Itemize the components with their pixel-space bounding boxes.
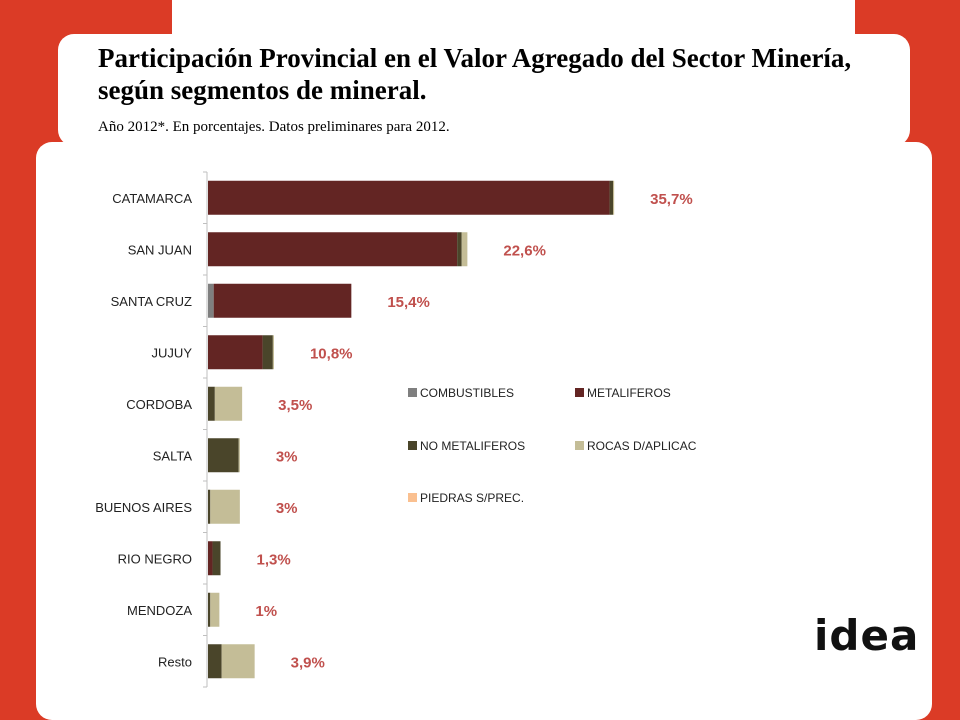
data-label: 3% <box>276 448 298 465</box>
bar-segment <box>208 180 610 215</box>
bar-segment <box>210 489 240 524</box>
category-label: Resto <box>158 654 192 669</box>
data-label: 3,9% <box>291 654 325 671</box>
legend-label: NO METALIFEROS <box>420 439 525 453</box>
legend-label: PIEDRAS S/PREC. <box>420 491 524 505</box>
category-label: CORDOBA <box>126 397 192 412</box>
header-card <box>58 34 910 146</box>
legend-swatch <box>575 441 584 450</box>
category-label: JUJUY <box>152 345 193 360</box>
content-card <box>36 142 932 720</box>
category-label: RIO NEGRO <box>118 551 192 566</box>
bar-segment <box>208 489 211 524</box>
legend-label: COMBUSTIBLES <box>420 386 514 400</box>
bar-segment <box>208 438 239 473</box>
bar-segment <box>613 180 615 215</box>
bar-segment <box>461 232 468 267</box>
legend-label: METALIFEROS <box>587 386 671 400</box>
bar-segment <box>212 541 221 576</box>
legend-swatch <box>408 388 417 397</box>
data-label: 1,3% <box>257 551 291 568</box>
bar-segment <box>238 438 240 473</box>
category-label: BUENOS AIRES <box>95 500 192 515</box>
bar-segment <box>208 335 263 370</box>
legend-label: ROCAS D/APLICAC <box>587 439 697 453</box>
data-label: 1% <box>255 603 277 620</box>
idea-logo: idea <box>814 611 920 660</box>
bar-segment <box>272 335 274 370</box>
bar-segment <box>262 335 273 370</box>
bar-segment <box>208 644 222 679</box>
data-label: 35,7% <box>650 191 693 208</box>
bar-segment <box>210 592 220 627</box>
legend-swatch <box>575 388 584 397</box>
bar-segment <box>208 283 214 318</box>
category-label: SAN JUAN <box>128 242 192 257</box>
bar-segment <box>609 180 613 215</box>
slide-title: Participación Provincial en el Valor Agr… <box>98 43 852 105</box>
data-label: 15,4% <box>387 294 430 311</box>
category-label: MENDOZA <box>127 603 192 618</box>
bar-segment <box>208 386 215 421</box>
legend-swatch <box>408 493 417 502</box>
bar-segment <box>208 541 213 576</box>
bar-segment <box>213 283 352 318</box>
category-label: CATAMARCA <box>112 191 192 206</box>
data-label: 10,8% <box>310 345 353 362</box>
bar-segment <box>221 644 255 679</box>
bar-segment <box>214 386 243 421</box>
data-label: 3% <box>276 500 298 517</box>
data-label: 3,5% <box>278 397 312 414</box>
category-label: SANTA CRUZ <box>111 294 192 309</box>
category-label: SALTA <box>153 448 193 463</box>
bar-segment <box>208 592 211 627</box>
data-label: 22,6% <box>503 242 546 259</box>
bar-segment <box>457 232 462 267</box>
legend-swatch <box>408 441 417 450</box>
slide-subtitle: Año 2012*. En porcentajes. Datos prelimi… <box>98 119 450 135</box>
stacked-bar-chart: CATAMARCA 35,7% SAN JUAN 22,6% SANTA CRUZ 15,… <box>95 171 697 688</box>
bar-segment <box>208 232 458 267</box>
